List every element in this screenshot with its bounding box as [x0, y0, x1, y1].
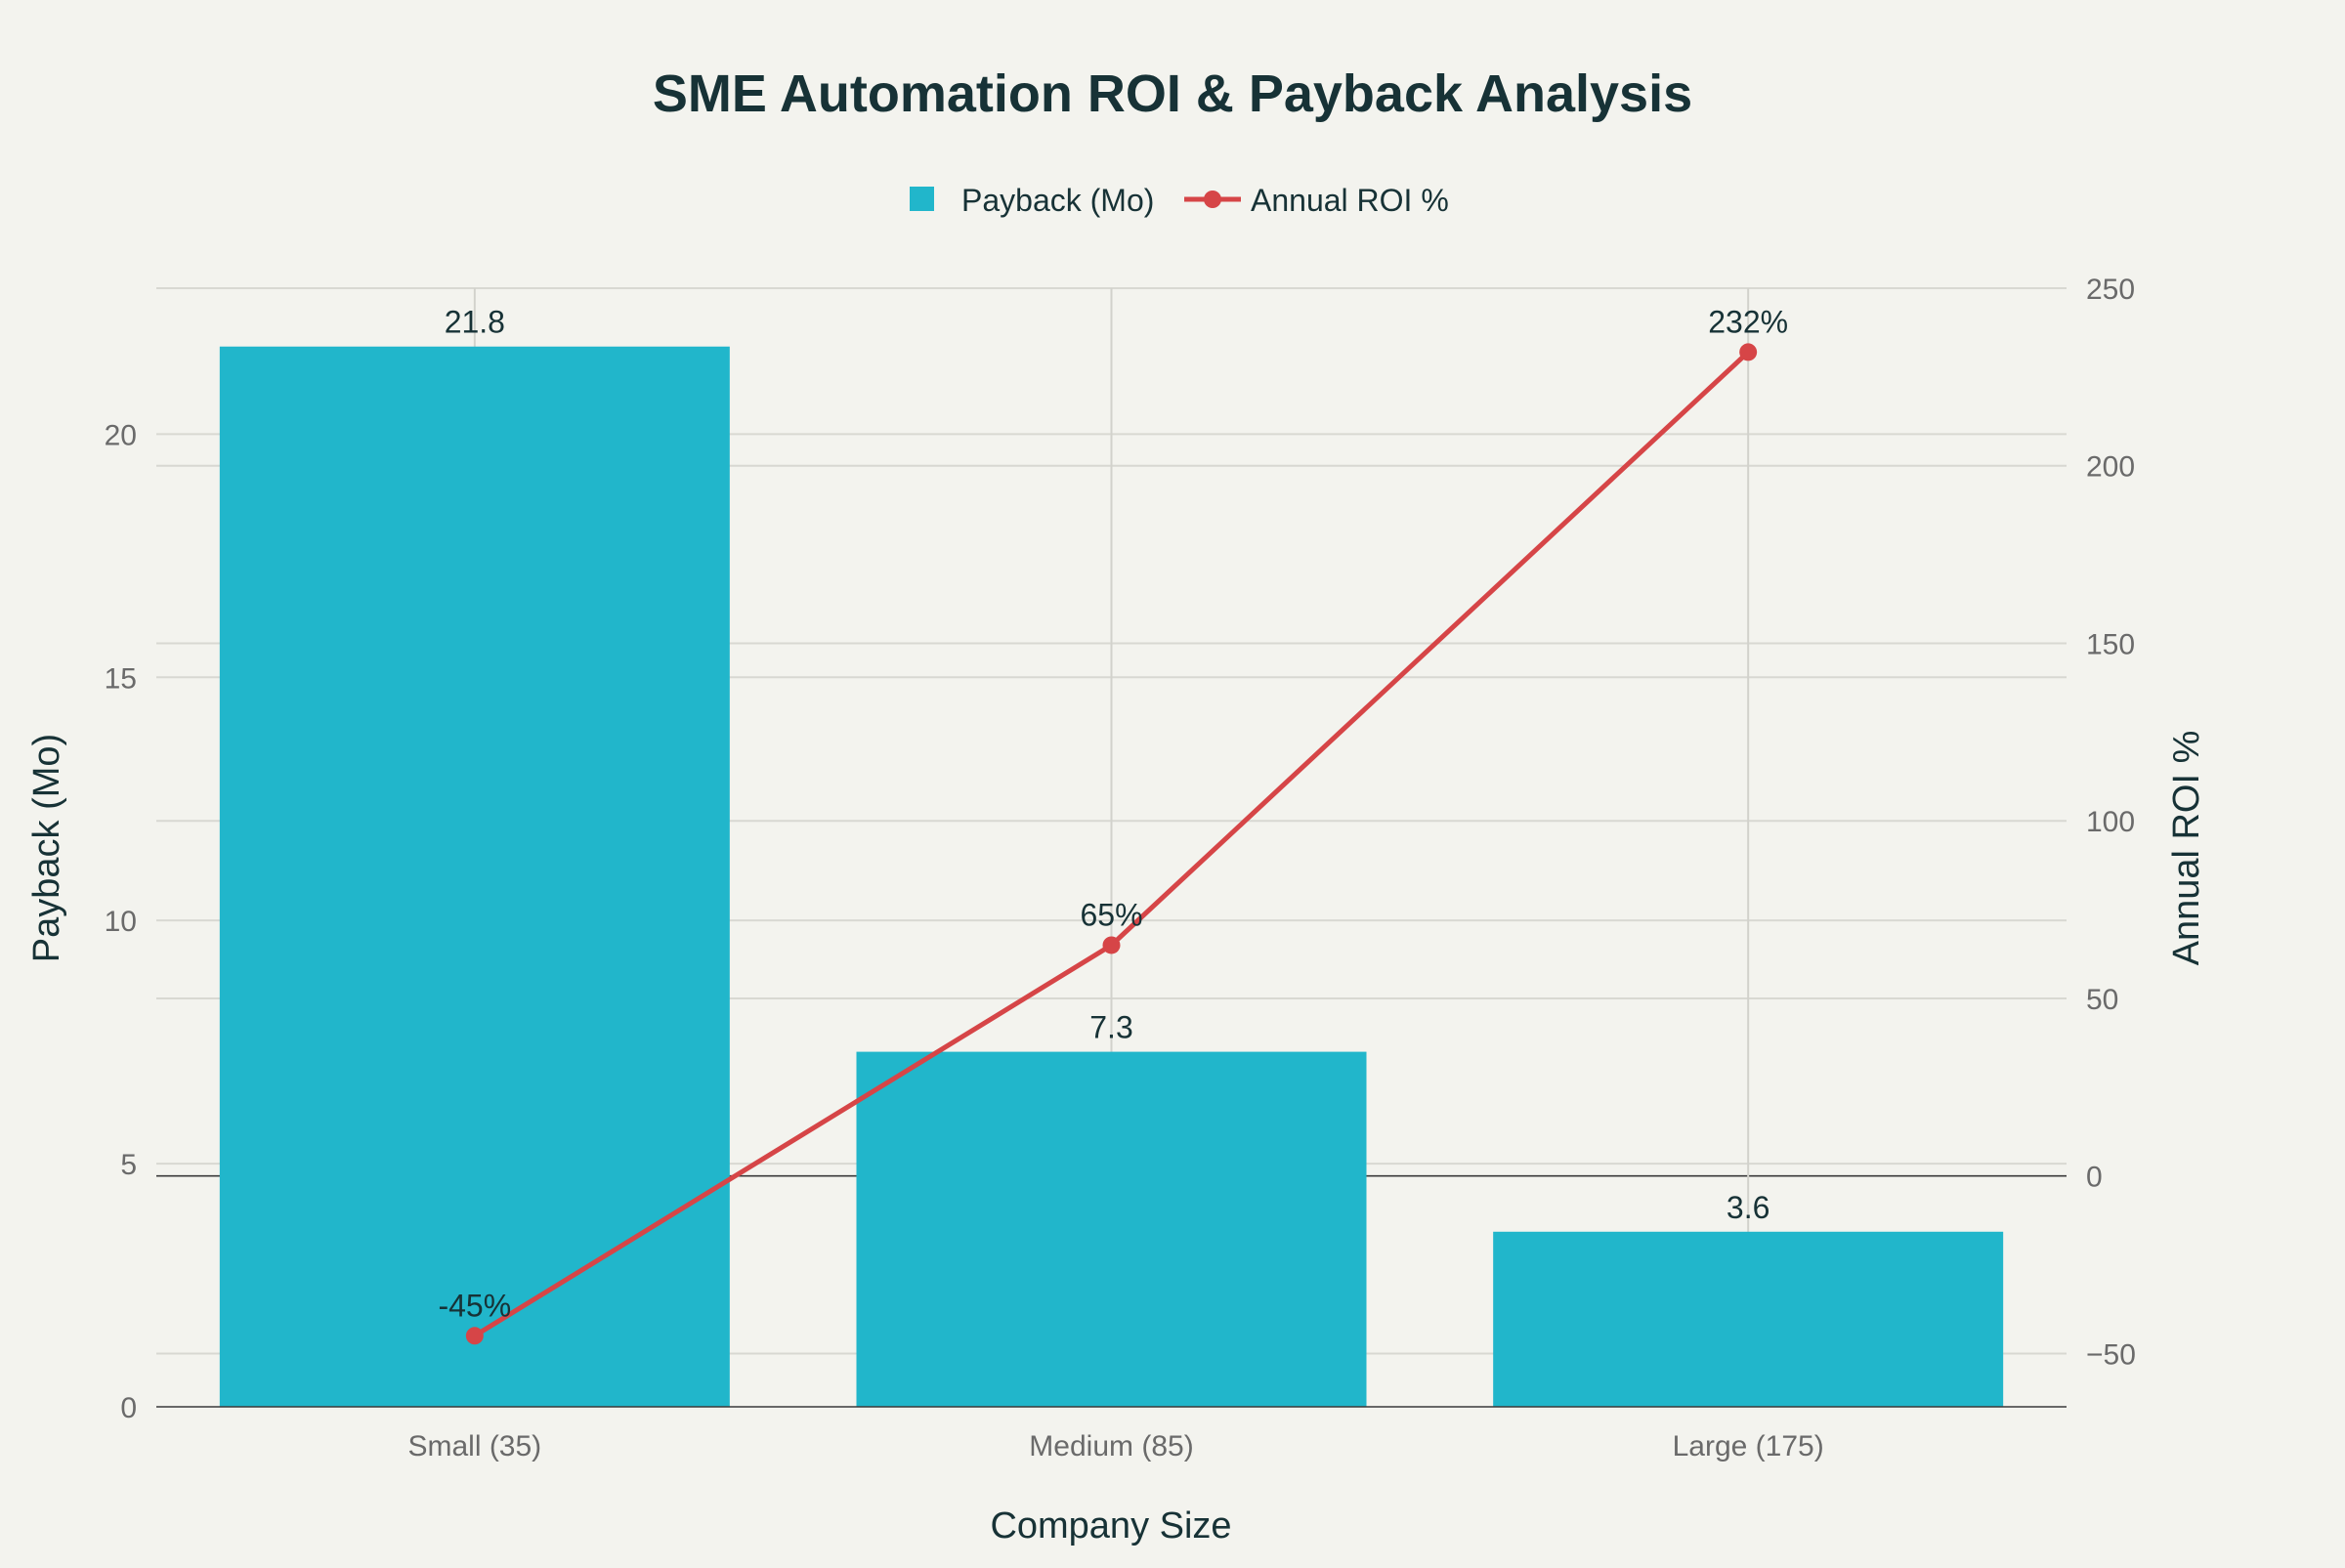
- y-tick-label: 5: [120, 1149, 137, 1181]
- line-layer: [465, 343, 1758, 1345]
- chart-title: SME Automation ROI & Payback Analysis: [653, 64, 1692, 123]
- x-tick-label: Large (175): [1673, 1430, 1824, 1462]
- legend-swatch-bar: [910, 187, 934, 211]
- y2-tick-label: 0: [2086, 1162, 2103, 1194]
- legend-label-line: Annual ROI %: [1251, 183, 1449, 218]
- roi-point-1: [465, 1327, 484, 1345]
- roi-value-label: -45%: [438, 1288, 511, 1323]
- axis-layer: 0 5 10 15 20 −50 0 50 100 150 200 250 Small (35) Medi…: [105, 274, 2136, 1462]
- y-tick-label: 10: [105, 906, 137, 938]
- bar-3: [1493, 1231, 2004, 1407]
- y-tick-label: 0: [120, 1392, 137, 1424]
- y2-tick-label: 200: [2086, 451, 2135, 484]
- bar-1: [219, 346, 730, 1407]
- legend[interactable]: Payback (Mo) Annual ROI %: [910, 183, 1449, 218]
- bar-value-label: 7.3: [1089, 1010, 1132, 1045]
- labels-layer: 21.8 7.3 3.6 -45% 65% 232%: [438, 304, 1788, 1323]
- y-tick-label: 20: [105, 419, 137, 451]
- y2-tick-label: 250: [2086, 274, 2135, 306]
- bars-layer: [219, 346, 2004, 1407]
- y2-tick-label: 100: [2086, 806, 2135, 838]
- y2-tick-label: 50: [2086, 984, 2118, 1016]
- roi-value-label: 232%: [1708, 304, 1788, 339]
- bar-value-label: 3.6: [1727, 1190, 1769, 1225]
- y-axis-title: Payback (Mo): [26, 734, 67, 962]
- legend-swatch-marker: [1204, 191, 1221, 208]
- roi-point-2: [1102, 936, 1121, 954]
- roi-point-3: [1739, 343, 1758, 361]
- x-tick-label: Small (35): [407, 1430, 541, 1462]
- y2-axis-title: Annual ROI %: [2166, 731, 2207, 966]
- x-axis-title: Company Size: [990, 1505, 1231, 1547]
- y-tick-label: 15: [105, 662, 137, 695]
- bar-value-label: 21.8: [445, 305, 505, 340]
- legend-label-bar: Payback (Mo): [961, 183, 1154, 218]
- y2-tick-label: −50: [2086, 1338, 2136, 1371]
- roi-value-label: 65%: [1080, 897, 1142, 932]
- y2-tick-label: 150: [2086, 628, 2135, 660]
- x-tick-label: Medium (85): [1029, 1430, 1193, 1462]
- bar-2: [856, 1051, 1367, 1407]
